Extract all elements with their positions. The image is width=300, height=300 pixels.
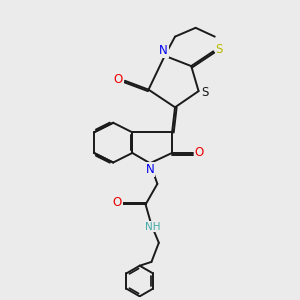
Text: S: S: [201, 86, 209, 99]
Text: S: S: [215, 44, 223, 56]
Text: NH: NH: [145, 222, 161, 232]
Text: O: O: [194, 146, 204, 159]
Text: O: O: [114, 73, 123, 86]
Text: O: O: [112, 196, 122, 209]
Text: N: N: [159, 44, 168, 57]
Text: N: N: [146, 163, 154, 176]
